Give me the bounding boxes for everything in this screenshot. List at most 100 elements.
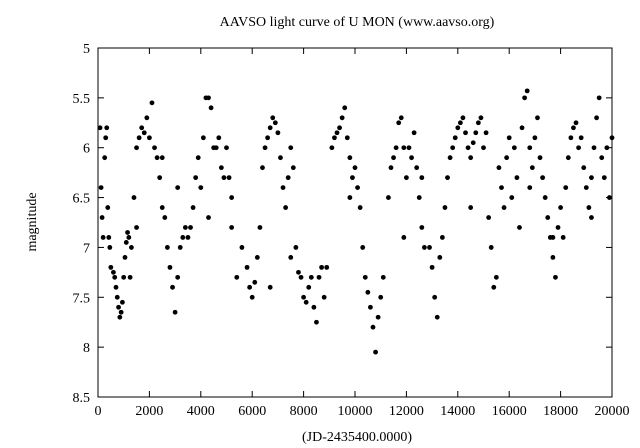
data-point: [159, 155, 165, 161]
data-point: [398, 115, 404, 121]
data-point: [139, 125, 145, 131]
data-point: [409, 155, 414, 161]
data-point: [262, 145, 268, 151]
data-point: [429, 264, 435, 270]
data-point: [380, 274, 386, 280]
data-point: [329, 145, 335, 151]
data-point: [226, 175, 232, 181]
data-point: [511, 145, 517, 151]
data-point: [188, 225, 193, 230]
data-point: [586, 205, 592, 210]
data-point: [122, 255, 128, 260]
data-point: [563, 185, 569, 191]
data-point: [129, 245, 134, 250]
data-point: [200, 135, 206, 141]
data-point: [481, 145, 486, 151]
data-point: [378, 294, 384, 300]
data-point: [270, 115, 276, 121]
data-point: [388, 165, 394, 171]
data-point: [112, 274, 118, 280]
data-point: [301, 294, 306, 300]
data-point: [125, 230, 130, 235]
data-point: [314, 319, 319, 325]
data-point: [450, 145, 456, 151]
data-point: [249, 294, 255, 300]
data-point: [154, 155, 160, 161]
data-point: [571, 125, 576, 131]
data-point: [114, 294, 120, 300]
x-tick-label: 14000: [440, 404, 475, 419]
data-point: [362, 274, 368, 280]
x-tick-label: 8000: [290, 404, 318, 419]
data-point: [98, 185, 104, 191]
data-point: [524, 88, 530, 94]
data-point: [555, 225, 561, 230]
data-point: [486, 215, 492, 220]
data-point: [596, 95, 602, 101]
data-point: [342, 105, 348, 111]
data-point: [117, 314, 123, 320]
data-point: [414, 165, 420, 171]
data-point: [170, 284, 175, 290]
data-point: [234, 274, 240, 280]
y-tick-label: 5: [83, 42, 90, 57]
data-point: [506, 135, 512, 141]
data-point: [589, 215, 594, 220]
data-point: [324, 264, 330, 270]
data-point: [599, 155, 605, 161]
data-point: [360, 245, 366, 250]
data-point: [247, 284, 253, 290]
data-point: [175, 185, 181, 191]
data-points: [97, 88, 615, 355]
data-point: [195, 155, 201, 161]
x-tick-label: 4000: [187, 404, 215, 419]
data-point: [275, 130, 281, 136]
data-point: [537, 155, 543, 161]
data-point: [545, 215, 551, 220]
data-point: [252, 279, 258, 285]
y-tick-label: 7: [83, 241, 90, 256]
data-point: [177, 245, 183, 250]
x-tick-label: 18000: [543, 404, 578, 419]
data-point: [514, 175, 520, 181]
data-point: [147, 135, 152, 141]
data-point: [568, 135, 574, 141]
data-point: [452, 135, 458, 141]
y-tick-label: 6.5: [73, 192, 91, 207]
data-point: [102, 155, 108, 161]
axis-ticks: 0 2000 4000 6000 8000 10000 12000 14000 16000 180…: [73, 42, 630, 419]
data-point: [118, 309, 124, 315]
data-point: [116, 304, 121, 310]
data-point: [99, 215, 105, 220]
data-point: [604, 145, 610, 151]
data-point: [447, 155, 453, 161]
data-point: [134, 145, 139, 151]
data-point: [260, 165, 265, 171]
y-tick-label: 8: [83, 341, 90, 356]
data-point: [285, 175, 291, 181]
data-point: [164, 245, 170, 250]
data-point: [157, 175, 163, 181]
data-point: [190, 205, 196, 210]
data-point: [365, 289, 371, 295]
data-point: [267, 125, 273, 131]
data-point: [308, 274, 314, 280]
data-point: [493, 274, 499, 280]
data-point: [229, 225, 235, 230]
data-point: [468, 155, 474, 161]
data-point: [296, 269, 301, 275]
data-point: [527, 185, 533, 191]
data-point: [224, 145, 229, 151]
data-point: [104, 125, 110, 131]
plot-frame: [97, 47, 613, 398]
y-tick-label: 7.5: [73, 291, 91, 306]
data-point: [396, 120, 402, 126]
data-point: [550, 255, 556, 260]
data-point: [455, 125, 461, 131]
data-point: [111, 269, 116, 275]
y-tick-label: 6: [83, 142, 90, 157]
data-point: [442, 205, 448, 210]
data-point: [107, 245, 113, 250]
data-point: [565, 155, 571, 161]
data-point: [334, 130, 340, 136]
